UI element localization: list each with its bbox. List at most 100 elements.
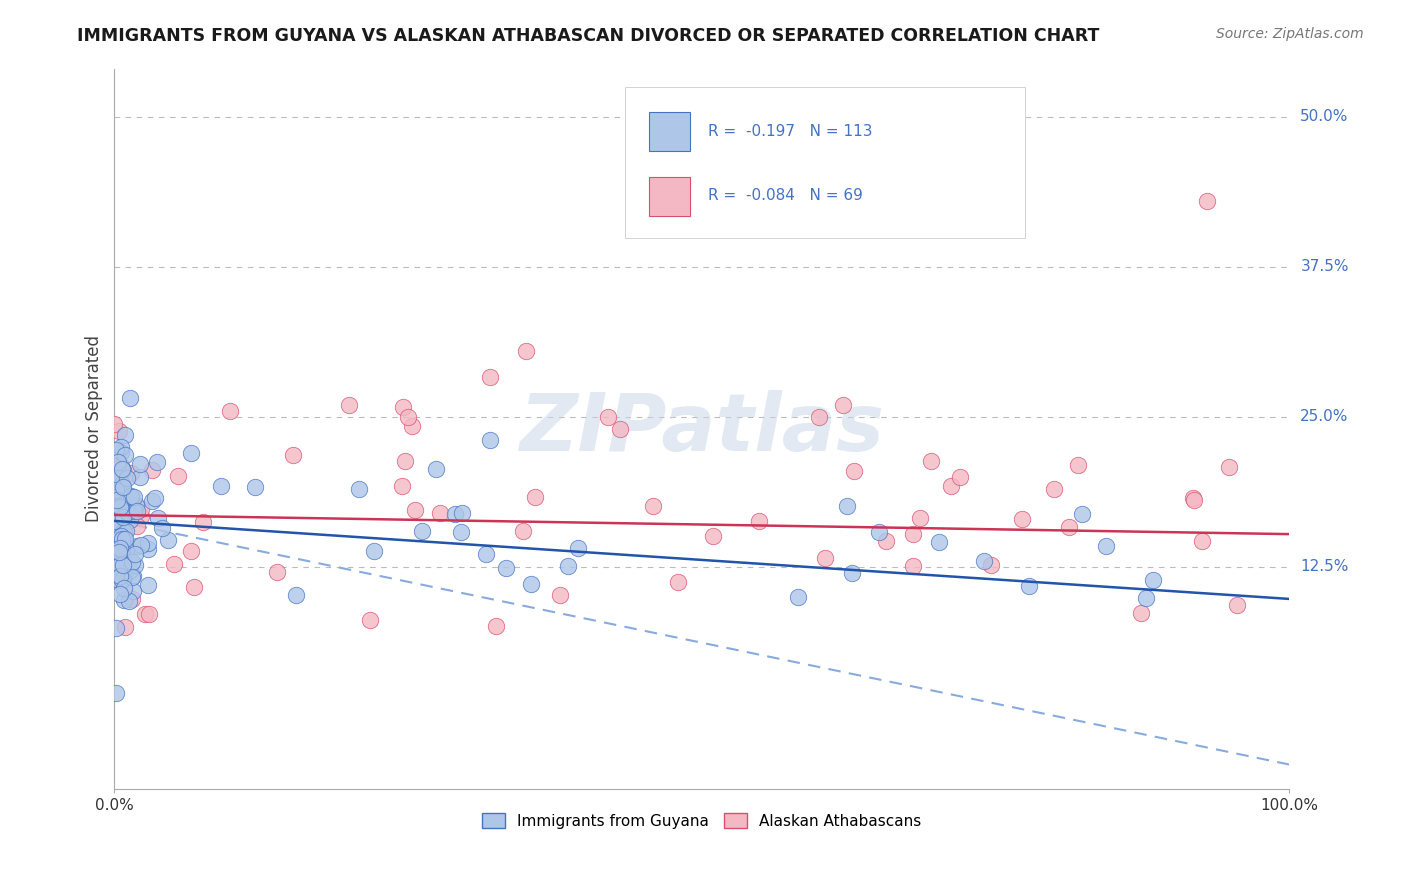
Point xyxy=(115,524,138,538)
Point xyxy=(150,521,173,535)
Point xyxy=(110,529,132,543)
Point xyxy=(114,539,136,553)
Point xyxy=(118,564,141,578)
Point xyxy=(1070,507,1092,521)
Point xyxy=(124,547,146,561)
Point xyxy=(108,558,131,572)
Point xyxy=(138,607,160,621)
Text: R =  -0.084   N = 69: R = -0.084 N = 69 xyxy=(707,188,862,203)
Point xyxy=(392,400,415,414)
Point xyxy=(120,490,142,504)
Point xyxy=(121,591,143,606)
Point xyxy=(122,490,145,504)
Point xyxy=(520,576,543,591)
Point xyxy=(136,536,159,550)
Point xyxy=(787,590,810,604)
Point xyxy=(120,466,142,480)
Point xyxy=(450,524,472,539)
Point xyxy=(831,398,853,412)
Point xyxy=(910,511,932,525)
Point xyxy=(1067,458,1090,472)
Point xyxy=(814,550,837,565)
Point xyxy=(108,526,131,541)
Point xyxy=(111,483,134,497)
Point xyxy=(1191,534,1213,549)
Point xyxy=(104,685,127,699)
Point xyxy=(1011,512,1033,526)
Point xyxy=(117,505,139,519)
Point xyxy=(980,558,1002,573)
Point xyxy=(104,565,127,579)
Point xyxy=(1059,520,1081,534)
Y-axis label: Divorced or Separated: Divorced or Separated xyxy=(86,335,103,522)
Point xyxy=(111,492,134,507)
Point xyxy=(103,514,125,528)
Point xyxy=(110,587,132,601)
Point xyxy=(949,469,972,483)
Point xyxy=(243,480,266,494)
Point xyxy=(125,504,148,518)
Point xyxy=(411,524,433,538)
Point xyxy=(841,566,863,580)
Point xyxy=(1195,194,1218,208)
Text: IMMIGRANTS FROM GUYANA VS ALASKAN ATHABASCAN DIVORCED OR SEPARATED CORRELATION C: IMMIGRANTS FROM GUYANA VS ALASKAN ATHABA… xyxy=(77,27,1099,45)
Point xyxy=(609,421,631,435)
Point xyxy=(107,480,129,494)
Point xyxy=(112,497,135,511)
Point xyxy=(114,427,136,442)
Point xyxy=(349,483,371,497)
Point xyxy=(835,499,858,513)
Point xyxy=(394,454,416,468)
Point xyxy=(121,555,143,569)
Text: 37.5%: 37.5% xyxy=(1301,259,1348,274)
Point xyxy=(266,565,288,579)
Point xyxy=(141,494,163,508)
Point xyxy=(104,501,127,516)
Text: ZIPatlas: ZIPatlas xyxy=(519,390,884,467)
Point xyxy=(429,507,451,521)
Point xyxy=(112,510,135,524)
Point xyxy=(107,475,129,489)
Point xyxy=(104,443,127,458)
Point xyxy=(105,483,128,498)
Point xyxy=(928,535,950,549)
Point xyxy=(451,506,474,520)
Point xyxy=(112,558,135,572)
Point xyxy=(478,369,501,384)
Point xyxy=(103,417,125,432)
Point xyxy=(747,514,769,528)
Point xyxy=(114,536,136,550)
Point xyxy=(405,503,427,517)
Point xyxy=(111,480,134,494)
Point xyxy=(107,472,129,486)
Point xyxy=(1043,482,1066,496)
Point xyxy=(475,547,498,561)
Legend: Immigrants from Guyana, Alaskan Athabascans: Immigrants from Guyana, Alaskan Athabasc… xyxy=(475,807,928,835)
Point xyxy=(163,558,186,572)
Point xyxy=(183,580,205,594)
Point xyxy=(111,574,134,588)
Point xyxy=(112,463,135,477)
Point xyxy=(973,554,995,568)
Point xyxy=(104,558,127,573)
Point xyxy=(1182,493,1205,508)
Point xyxy=(702,529,724,543)
Point xyxy=(105,522,128,536)
Point xyxy=(901,526,924,541)
Point xyxy=(193,515,215,529)
Point xyxy=(567,541,589,555)
Point xyxy=(114,542,136,557)
Text: 25.0%: 25.0% xyxy=(1301,409,1348,424)
Point xyxy=(1218,460,1240,475)
Point xyxy=(111,572,134,586)
Point xyxy=(1095,540,1118,554)
Point xyxy=(391,479,413,493)
Point xyxy=(112,581,135,595)
Point xyxy=(495,561,517,575)
Point xyxy=(136,578,159,592)
Text: 50.0%: 50.0% xyxy=(1301,109,1348,124)
Point xyxy=(180,445,202,459)
Point xyxy=(110,500,132,515)
Point xyxy=(363,544,385,558)
Point xyxy=(180,544,202,558)
